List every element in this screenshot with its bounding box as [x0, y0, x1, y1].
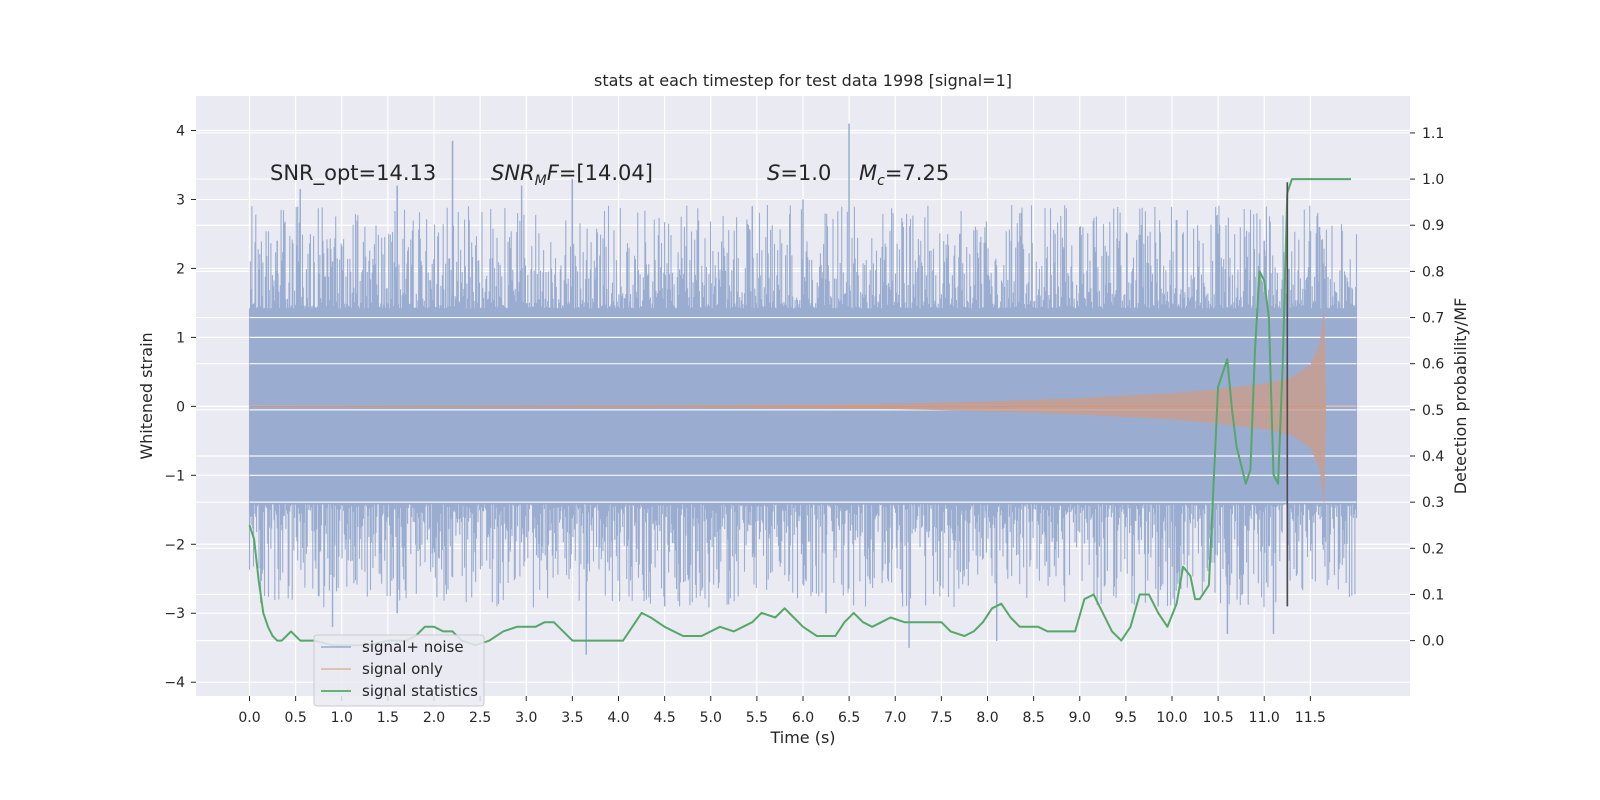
- chart-title: stats at each timestep for test data 199…: [594, 71, 1012, 90]
- y-tick-label: 3: [176, 192, 185, 208]
- x-tick-label: 4.0: [607, 710, 629, 726]
- legend-label-signal-only: signal only: [362, 660, 443, 678]
- y2-tick-label: 0.6: [1422, 357, 1444, 373]
- x-axis-ticks: 0.0 0.5 1.0 1.5 2.0 2.5 3.0 3.5 4.0 4.5 5.0 5.5 6.0 6…: [238, 696, 1326, 726]
- x-tick-label: 6.5: [838, 710, 860, 726]
- y-tick-label: −4: [164, 675, 185, 691]
- y-tick-label: 0: [176, 399, 185, 415]
- y2-tick-label: 0.1: [1422, 587, 1444, 603]
- x-tick-label: 2.5: [469, 710, 491, 726]
- legend-label-signal-noise: signal+ noise: [362, 638, 464, 656]
- mc-value: =7.25: [885, 161, 949, 185]
- x-tick-label: 5.5: [746, 710, 768, 726]
- y-tick-label: 1: [176, 330, 185, 346]
- x-tick-label: 1.5: [377, 710, 399, 726]
- x-tick-label: 4.5: [653, 710, 675, 726]
- snr-mf-base: SNR: [491, 161, 535, 185]
- x-tick-label: 3.5: [561, 710, 583, 726]
- x-tick-label: 9.5: [1115, 710, 1137, 726]
- x-tick-label: 10.5: [1203, 710, 1234, 726]
- y2-tick-label: 0.4: [1422, 449, 1444, 465]
- y-axis-label: Whitened strain: [137, 332, 156, 459]
- snr-mf-annotation: SNRMF=[14.04]: [491, 161, 653, 189]
- x-tick-label: 6.0: [792, 710, 814, 726]
- y-tick-label: 2: [176, 261, 185, 277]
- legend: signal+ noise signal only signal statist…: [313, 634, 485, 707]
- mc-label: M: [859, 161, 877, 185]
- legend-label-signal-statistics: signal statistics: [362, 682, 478, 700]
- x-tick-label: 3.0: [515, 710, 537, 726]
- y2-axis-label: Detection probability/MF: [1451, 298, 1470, 495]
- x-tick-label: 7.0: [884, 710, 906, 726]
- y2-tick-label: 0.9: [1422, 218, 1444, 234]
- y-tick-label: −3: [164, 606, 185, 622]
- x-tick-label: 5.0: [700, 710, 722, 726]
- y-tick-label: −2: [164, 537, 185, 553]
- x-tick-label: 2.0: [423, 710, 445, 726]
- s-annotation: S=1.0: [767, 161, 831, 185]
- x-axis-label: Time (s): [769, 728, 835, 747]
- snr-mf-italic: F: [547, 161, 560, 185]
- snr-mf-value: =[14.04]: [559, 161, 653, 185]
- y2-tick-label: 0.0: [1422, 634, 1444, 650]
- legend-box: [313, 634, 485, 707]
- y2-tick-label: 0.7: [1422, 311, 1444, 327]
- x-tick-label: 11.5: [1295, 710, 1326, 726]
- y2-tick-label: 1.0: [1422, 172, 1444, 188]
- signal-only-envelope: [249, 306, 1357, 507]
- s-label: S: [767, 161, 780, 185]
- y2-tick-label: 1.1: [1422, 126, 1444, 142]
- y2-tick-label: 0.5: [1422, 403, 1444, 419]
- y2-tick-label: 0.3: [1422, 495, 1444, 511]
- y-tick-label: −1: [164, 468, 185, 484]
- x-tick-label: 10.0: [1156, 710, 1187, 726]
- signal-statistics-series: [248, 178, 1351, 647]
- y2-axis-ticks: 0.0 0.1 0.2 0.3 0.4 0.5 0.6 0.7 0.8 0.9 1.0 1.1: [1410, 126, 1444, 650]
- x-tick-label: 9.0: [1069, 710, 1091, 726]
- y2-tick-label: 0.8: [1422, 264, 1444, 280]
- x-tick-label: 0.5: [284, 710, 306, 726]
- y2-tick-label: 0.2: [1422, 541, 1444, 557]
- x-tick-label: 7.5: [930, 710, 952, 726]
- s-value: =1.0: [780, 161, 831, 185]
- mc-annotation: Mc=7.25: [859, 161, 949, 189]
- x-tick-label: 8.5: [1022, 710, 1044, 726]
- x-tick-label: 11.0: [1249, 710, 1280, 726]
- snr-opt-annotation: SNR_opt=14.13: [270, 161, 436, 186]
- x-tick-label: 0.0: [238, 710, 260, 726]
- x-tick-label: 8.0: [976, 710, 998, 726]
- y-tick-label: 4: [176, 123, 185, 139]
- x-tick-label: 1.0: [331, 710, 353, 726]
- mc-subscript: c: [877, 173, 885, 189]
- signal-statistics-line: [248, 178, 1351, 647]
- snr-mf-subscript: M: [535, 173, 547, 189]
- y-axis-ticks: −4 −3 −2 −1 0 1 2 3 4: [164, 123, 196, 691]
